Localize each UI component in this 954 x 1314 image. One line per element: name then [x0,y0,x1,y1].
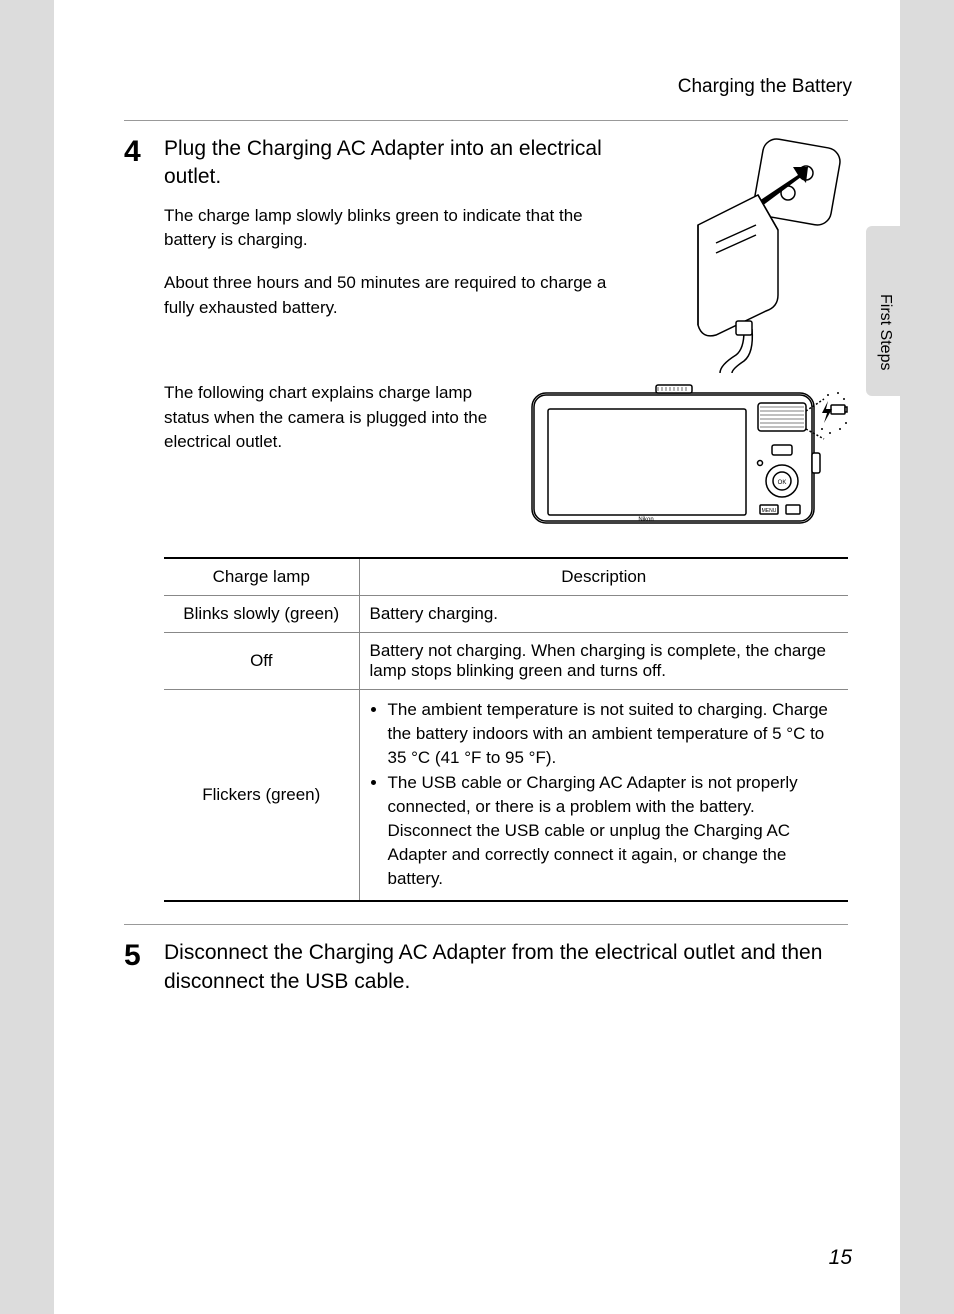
page-number: 15 [829,1246,852,1270]
step-number: 4 [124,137,164,902]
adapter-outlet-illustration [658,135,848,375]
svg-text:OK: OK [778,480,787,486]
step-5: 5 Disconnect the Charging AC Adapter fro… [124,939,848,1008]
step-paragraph: The following chart explains charge lamp… [164,381,508,455]
step-paragraph: The charge lamp slowly blinks green to i… [164,204,638,253]
bullet-item: The USB cable or Charging AC Adapter is … [388,771,839,890]
col-header-lamp: Charge lamp [164,558,359,596]
col-header-desc: Description [359,558,848,596]
cell-desc: Battery not charging. When charging is c… [359,633,848,690]
table-row: Blinks slowly (green) Battery charging. [164,596,848,633]
step-title: Plug the Charging AC Adapter into an ele… [164,135,638,192]
divider [124,924,848,925]
content-area: 4 Plug the Charging AC Adapter into an e… [54,120,900,1008]
step-4: 4 Plug the Charging AC Adapter into an e… [124,135,848,902]
camera-charge-lamp-illustration: OK MENU [528,381,848,531]
document-page: Charging the Battery First Steps 4 Plug … [54,0,900,1314]
cell-desc: Battery charging. [359,596,848,633]
step-paragraph: About three hours and 50 minutes are req… [164,271,638,320]
divider [124,120,848,121]
bullet-item: The ambient temperature is not suited to… [388,698,839,769]
svg-text:MENU: MENU [762,508,777,514]
step-number: 5 [124,941,164,1008]
running-header: Charging the Battery [54,0,900,98]
cell-lamp: Off [164,633,359,690]
side-tab-label: First Steps [876,294,894,370]
cell-lamp: Flickers (green) [164,690,359,902]
table-header-row: Charge lamp Description [164,558,848,596]
table-row: Off Battery not charging. When charging … [164,633,848,690]
step-title: Disconnect the Charging AC Adapter from … [164,939,848,996]
charge-lamp-table: Charge lamp Description Blinks slowly (g… [164,557,848,902]
svg-text:Nikon: Nikon [638,517,653,523]
cell-desc: The ambient temperature is not suited to… [359,690,848,902]
cell-lamp: Blinks slowly (green) [164,596,359,633]
table-row: Flickers (green) The ambient temperature… [164,690,848,902]
